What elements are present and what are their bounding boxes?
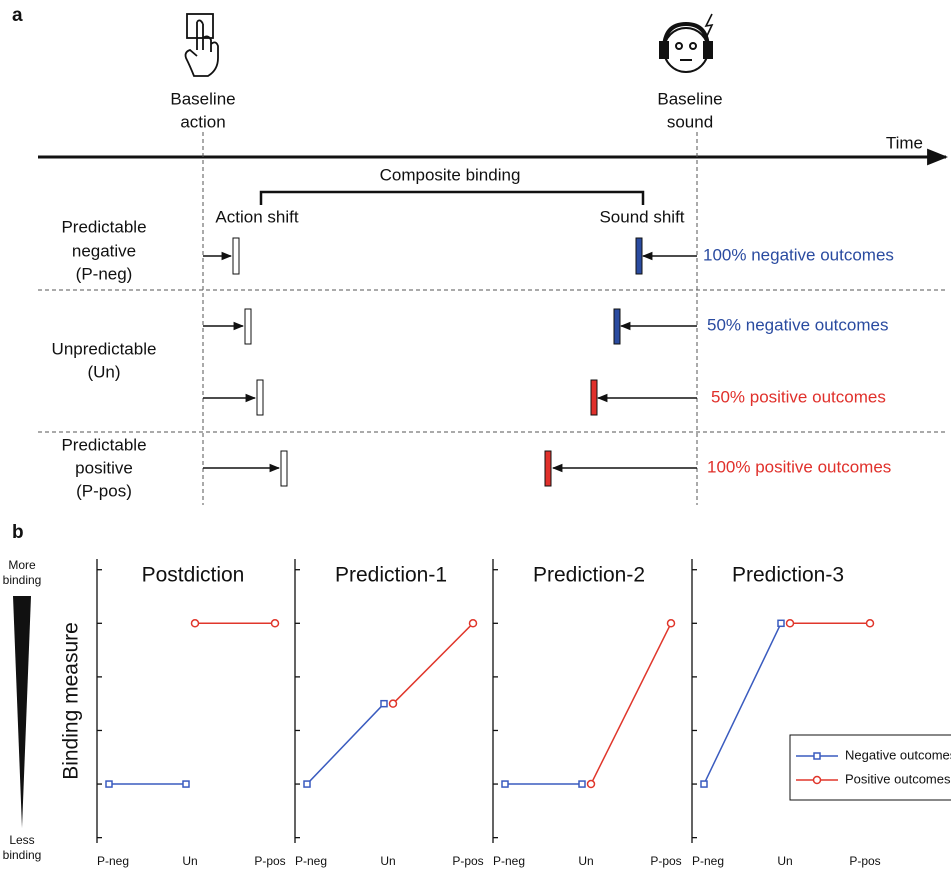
group-label: Predictable: [61, 217, 146, 236]
group-label: negative: [72, 241, 136, 260]
group-label: (P-pos): [76, 481, 132, 500]
x-tick-label: P-neg: [493, 854, 525, 868]
chart: P-neg Un P-pos Prediction-2: [493, 559, 682, 868]
series-line: [393, 623, 473, 703]
baseline-action-label: Baseline: [170, 89, 235, 108]
page: {"panel_a": {"label": "a", "baseline_act…: [0, 0, 951, 871]
panel-label: b: [12, 522, 24, 543]
baseline-sound-label: sound: [667, 112, 713, 131]
y-axis-label: Binding measure: [60, 622, 83, 780]
less-binding: binding: [3, 848, 42, 862]
group-label: positive: [75, 458, 133, 477]
x-tick-label: Un: [380, 854, 395, 868]
x-tick-label: P-pos: [650, 854, 681, 868]
hand-icon: [186, 14, 219, 76]
group-label: Predictable: [61, 435, 146, 454]
chart-title: Postdiction: [142, 564, 245, 587]
point: [867, 620, 874, 627]
point: [701, 781, 707, 787]
point: [588, 781, 595, 788]
baseline-sound-label: Baseline: [657, 89, 722, 108]
chart: P-neg Un P-pos Prediction-1: [295, 559, 484, 868]
baseline-action-label: action: [180, 112, 225, 131]
chart-title: Prediction-1: [335, 564, 447, 587]
action-shift-label: Action shift: [215, 207, 298, 226]
x-tick-label: P-neg: [295, 854, 327, 868]
x-tick-label: P-pos: [452, 854, 483, 868]
composite-bracket: [261, 192, 643, 205]
x-tick-label: Un: [578, 854, 593, 868]
chart-title: Prediction-3: [732, 564, 844, 587]
point: [390, 700, 397, 707]
time-label: Time: [886, 133, 923, 152]
point: [304, 781, 310, 787]
series-line: [307, 704, 384, 784]
point: [502, 781, 508, 787]
x-tick-label: Un: [182, 854, 197, 868]
outcome-label: 100% positive outcomes: [707, 457, 891, 476]
point: [814, 753, 820, 759]
chart-title: Prediction-2: [533, 564, 645, 587]
outcome-label: 50% negative outcomes: [707, 315, 888, 334]
point: [579, 781, 585, 787]
x-tick-label: P-neg: [692, 854, 724, 868]
group-label: (Un): [87, 362, 120, 381]
chart: P-neg Un P-pos Prediction-3 Negative outcome…: [692, 559, 951, 868]
point: [272, 620, 279, 627]
point: [787, 620, 794, 627]
point: [106, 781, 112, 787]
legend-label: Negative outcomes: [845, 747, 951, 762]
point: [183, 781, 189, 787]
x-tick-label: P-pos: [254, 854, 285, 868]
shift-bars: [233, 238, 642, 486]
point: [192, 620, 199, 627]
series-line: [591, 623, 671, 784]
legend-box: [790, 735, 951, 800]
outcome-label: 100% negative outcomes: [703, 245, 894, 264]
composite-label: Composite binding: [380, 165, 521, 184]
legend-label: Positive outcomes: [845, 771, 951, 786]
more-binding: More: [8, 558, 36, 572]
point: [778, 620, 784, 626]
point: [381, 701, 387, 707]
point: [814, 777, 821, 784]
group-label: Unpredictable: [52, 339, 157, 358]
x-tick-label: P-neg: [97, 854, 129, 868]
x-tick-label: Un: [777, 854, 792, 868]
head-icon: [660, 14, 712, 72]
sound-shift-label: Sound shift: [599, 207, 684, 226]
panel-label: a: [12, 5, 23, 26]
x-tick-label: P-pos: [849, 854, 880, 868]
more-binding: binding: [3, 573, 42, 587]
chart: P-neg Un P-pos Postdiction Binding measure: [60, 559, 286, 868]
figure: a Baseline action Baseline sound Time Co…: [0, 0, 951, 871]
legend: Negative outcomes Positive outcomes: [790, 735, 951, 800]
point: [668, 620, 675, 627]
shift-arrows: [203, 256, 697, 468]
point: [470, 620, 477, 627]
series-line: [704, 623, 781, 784]
less-binding: Less: [9, 833, 34, 847]
group-label: (P-neg): [76, 264, 133, 283]
outcome-label: 50% positive outcomes: [711, 387, 886, 406]
binding-wedge: [13, 596, 31, 828]
